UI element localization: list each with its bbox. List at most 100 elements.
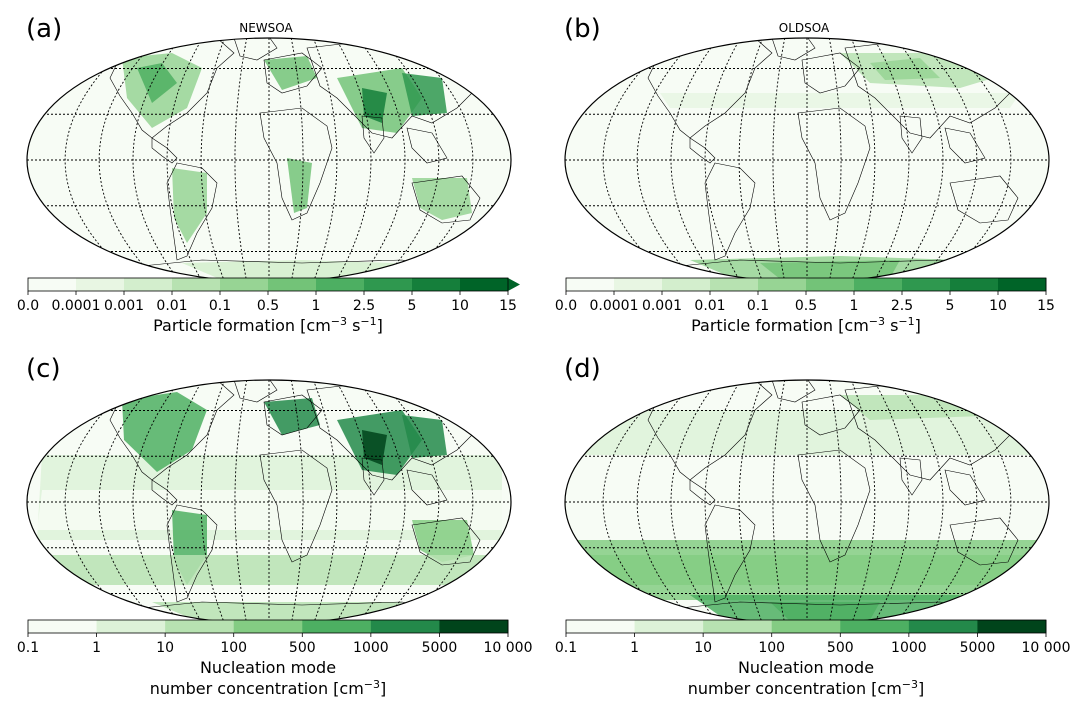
- density-patch: [122, 392, 207, 472]
- colorbar-tick-label: 2.5: [353, 298, 375, 314]
- coastline-seAsia: [944, 469, 986, 506]
- density-patch: [412, 178, 472, 220]
- colorbar-segment: [364, 278, 413, 291]
- colorbar-tick-label: 2.5: [891, 298, 913, 314]
- colorbar-tick-label: 0.0: [555, 298, 577, 314]
- coastline-australia: [411, 517, 481, 566]
- colorbar-title-line1: Nucleation mode: [200, 658, 336, 677]
- longitude-line: [895, 38, 944, 282]
- longitude-line: [166, 38, 203, 282]
- longitude-line: [98, 38, 159, 282]
- colorbar-segment: [840, 620, 910, 633]
- coastline-europe: [263, 52, 323, 94]
- density-patch: [760, 260, 900, 279]
- panel-a: (a) NEWSOA 0.0 0.0001 0.001 0.01 0.1 0.5 1 2.5 5…: [0, 8, 530, 348]
- colorbar-tick-label: 100: [758, 640, 785, 656]
- coastline-southAmerica: [166, 162, 218, 261]
- longitude-line: [132, 38, 181, 282]
- colorbar-tick-label: 15: [499, 298, 517, 314]
- density-patch: [402, 415, 447, 458]
- colorbar-tick-label: 10: [989, 298, 1007, 314]
- colorbar-tick-label: 1: [630, 640, 639, 656]
- coastline-southAmerica: [704, 162, 756, 261]
- panel-b: (b) OLDSOA 0.0 0.0001 0.001 0.01 0.1 0.5 1 2.5 5…: [538, 8, 1068, 348]
- colorbar-extend-arrow: [508, 278, 520, 291]
- panel-letter: (b): [564, 14, 601, 44]
- colorbar-segment: [662, 278, 711, 291]
- colorbar-segment: [998, 278, 1047, 291]
- coastline-seAsia: [406, 469, 448, 506]
- density-patch: [770, 602, 880, 621]
- longitude-line: [98, 380, 159, 624]
- colorbar-segment: [316, 278, 365, 291]
- colorbar-segment: [412, 278, 461, 291]
- colorbar-segment: [902, 278, 951, 291]
- coastline-greenland: [771, 38, 816, 61]
- longitude-line: [873, 380, 910, 624]
- map-field: [27, 38, 511, 282]
- density-patch: [32, 555, 502, 585]
- colorbar-segment: [703, 620, 773, 633]
- map-newsoa-formation: 0.0 0.0001 0.001 0.01 0.1 0.5 1 2.5 5 10 15 Particl…: [17, 37, 520, 335]
- colorbar-title-line2: number concentration [cm−3]: [150, 678, 387, 698]
- density-patch: [570, 555, 1045, 585]
- longitude-line: [670, 380, 719, 624]
- colorbar-segment: [165, 620, 235, 633]
- panel-c: (c) 0.1 1 10 100 500 1000 5000 10 000 Nucleation…: [0, 350, 533, 698]
- density-patch: [840, 395, 1010, 420]
- map-field: [27, 380, 511, 624]
- colorbar-segment: [758, 278, 807, 291]
- colorbar-title-line1: Nucleation mode: [738, 658, 874, 677]
- longitude-line: [704, 38, 741, 282]
- colorbar-segment: [220, 278, 269, 291]
- longitude-line: [335, 38, 372, 282]
- colorbar-tick-label: 0.1: [747, 298, 769, 314]
- colorbar-title: Particle formation [cm−3 s−1]: [691, 315, 921, 335]
- colorbar-segment: [172, 278, 221, 291]
- longitude-line: [357, 38, 406, 282]
- colorbar-segment: [28, 620, 98, 633]
- colorbar-segment: [614, 278, 663, 291]
- coastline-africa: [259, 107, 333, 221]
- colorbar-frame: [27, 619, 509, 634]
- density-patch: [264, 398, 320, 435]
- coastline-greenland: [771, 380, 816, 403]
- colorbar-tick-label: 1: [312, 298, 321, 314]
- coastline-europe: [801, 52, 861, 94]
- density-patch: [660, 93, 1020, 108]
- colorbar-tick-label: 1000: [891, 640, 927, 656]
- colorbar-segment: [96, 620, 166, 633]
- colorbar-tick-label: 0.001: [642, 298, 682, 314]
- colorbar-segment: [806, 278, 855, 291]
- colorbar-tick-label: 1: [850, 298, 859, 314]
- map-field: [565, 38, 1049, 282]
- colorbar-tick-label: 1000: [353, 640, 389, 656]
- density-patch: [412, 520, 474, 562]
- colorbar-tick-label: 0.0001: [590, 298, 639, 314]
- coastline-southAmerica: [166, 504, 218, 603]
- colorbar-segment: [460, 278, 509, 291]
- longitude-line: [704, 380, 741, 624]
- longitude-line: [850, 38, 876, 282]
- coastline-seAsia: [944, 127, 986, 164]
- colorbar-title: Particle formation [cm−3 s−1]: [153, 315, 383, 335]
- density-patch: [402, 73, 447, 116]
- colorbar-tick-label: 5: [946, 298, 955, 314]
- colorbar-tick-label: 0.0001: [52, 298, 101, 314]
- colorbar-tick-label: 0.5: [795, 298, 817, 314]
- density-patch: [287, 158, 312, 213]
- map-field: [565, 380, 1049, 624]
- coastline-africa: [797, 107, 871, 221]
- colorbar-tick-label: 500: [289, 640, 316, 656]
- panel-title: OLDSOA: [778, 21, 830, 35]
- density-patch: [37, 490, 502, 530]
- coastline-india: [899, 115, 923, 154]
- longitude-line: [166, 380, 203, 624]
- coastline-africa: [797, 449, 871, 563]
- colorbar-tick-label: 10: [694, 640, 712, 656]
- colorbar-tick-label: 0.5: [257, 298, 279, 314]
- colorbar-tick-label: 10: [451, 298, 469, 314]
- density-patch: [870, 58, 940, 80]
- colorbar-tick-label: 0.1: [555, 640, 577, 656]
- density-patch: [137, 63, 177, 103]
